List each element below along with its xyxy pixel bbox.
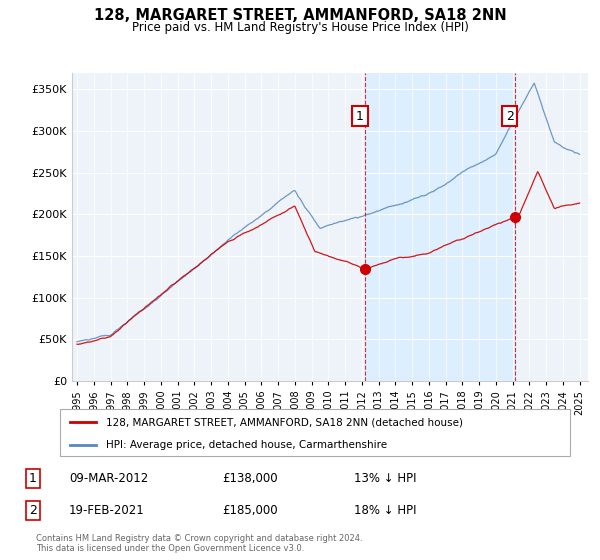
- Text: 13% ↓ HPI: 13% ↓ HPI: [354, 472, 416, 486]
- Text: 1: 1: [29, 472, 37, 486]
- Text: 128, MARGARET STREET, AMMANFORD, SA18 2NN (detached house): 128, MARGARET STREET, AMMANFORD, SA18 2N…: [106, 417, 463, 427]
- Text: 128, MARGARET STREET, AMMANFORD, SA18 2NN: 128, MARGARET STREET, AMMANFORD, SA18 2N…: [94, 8, 506, 24]
- Text: 18% ↓ HPI: 18% ↓ HPI: [354, 504, 416, 517]
- Text: 2: 2: [29, 504, 37, 517]
- Bar: [365, 73, 515, 381]
- Text: 09-MAR-2012: 09-MAR-2012: [69, 472, 148, 486]
- Text: 1: 1: [356, 110, 364, 123]
- FancyBboxPatch shape: [60, 409, 570, 456]
- Text: 2: 2: [506, 110, 514, 123]
- Text: HPI: Average price, detached house, Carmarthenshire: HPI: Average price, detached house, Carm…: [106, 440, 387, 450]
- Text: £138,000: £138,000: [222, 472, 278, 486]
- Text: £185,000: £185,000: [222, 504, 278, 517]
- Text: Contains HM Land Registry data © Crown copyright and database right 2024.
This d: Contains HM Land Registry data © Crown c…: [36, 534, 362, 553]
- Text: Price paid vs. HM Land Registry's House Price Index (HPI): Price paid vs. HM Land Registry's House …: [131, 21, 469, 34]
- Text: 19-FEB-2021: 19-FEB-2021: [69, 504, 145, 517]
